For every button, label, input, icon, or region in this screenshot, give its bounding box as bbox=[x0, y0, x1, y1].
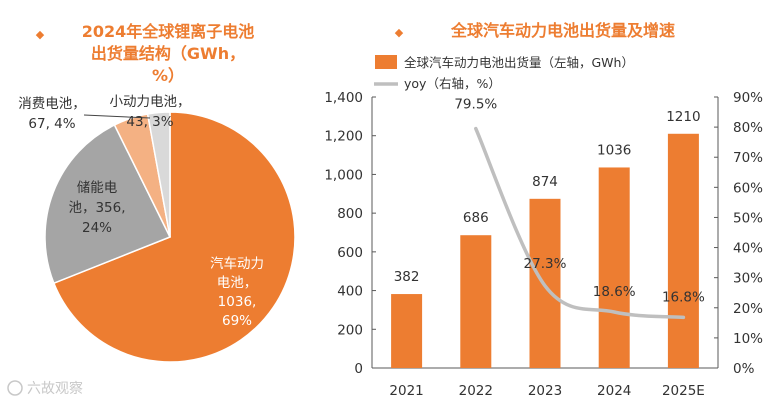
pie-label-storage-line-3: 24% bbox=[82, 220, 112, 236]
yoy-value-label: 79.5% bbox=[454, 97, 497, 113]
bar-value-label: 1036 bbox=[597, 142, 631, 158]
y-left-tick-label: 1,200 bbox=[324, 129, 363, 145]
yoy-line bbox=[474, 126, 686, 320]
pie-label-consumer-line-1: 消费电池， bbox=[18, 96, 86, 112]
legend-line-label: yoy（右轴，%） bbox=[404, 76, 501, 91]
pie-title-line-1: 2024年全球锂离子电池 bbox=[82, 22, 255, 41]
legend-bar-label: 全球汽车动力电池出货量（左轴，GWh） bbox=[404, 55, 634, 70]
bar-2022 bbox=[460, 235, 492, 368]
watermark-icon bbox=[7, 380, 23, 396]
pie-chart: ◆ 2024年全球锂离子电池 出货量结构（GWh， %） 汽车动力电池， 1036… bbox=[18, 22, 296, 363]
pie-slice-storage bbox=[44, 123, 172, 285]
pie-slice-small-power bbox=[146, 111, 171, 238]
bar-value-label: 1210 bbox=[666, 109, 700, 125]
y-left-tick-label: 400 bbox=[337, 284, 363, 300]
x-tick-label: 2025E bbox=[662, 383, 705, 399]
bar-title: 全球汽车动力电池出货量及增速 bbox=[450, 21, 675, 40]
y-right-tick-label: 50% bbox=[733, 210, 763, 226]
pie-label-ev-line-1: 汽车动力 bbox=[210, 255, 264, 272]
y-left-tick-label: 800 bbox=[337, 206, 363, 222]
pie-label-ev-line-4: 69% bbox=[222, 313, 252, 329]
y-right-tick-label: 60% bbox=[733, 180, 763, 196]
y-right-tick-label: 30% bbox=[733, 271, 763, 287]
bar-title-bullet: ◆ bbox=[395, 26, 404, 39]
y-right-tick-label: 70% bbox=[733, 150, 763, 166]
y-right-tick-label: 20% bbox=[733, 301, 763, 317]
bar-line-chart: ◆ 全球汽车动力电池出货量及增速 全球汽车动力电池出货量（左轴，GWh） yoy… bbox=[324, 21, 763, 399]
bar-2021 bbox=[391, 294, 423, 368]
y-right-tick-label: 10% bbox=[733, 331, 763, 347]
pie-slice-ev bbox=[52, 111, 296, 363]
bar-2024 bbox=[598, 167, 630, 368]
x-tick-label: 2021 bbox=[389, 383, 423, 399]
yoy-value-label: 27.3% bbox=[524, 256, 567, 272]
y-right-tick-label: 40% bbox=[733, 241, 763, 257]
y-right-tick-label: 0% bbox=[733, 361, 755, 377]
x-tick-label: 2023 bbox=[528, 383, 562, 399]
x-tick-label: 2022 bbox=[459, 383, 493, 399]
bar-2025E bbox=[667, 133, 699, 368]
pie-label-storage-line-2: 池，356, bbox=[68, 200, 125, 216]
pie-title-line-3: %） bbox=[152, 66, 184, 85]
y-right-tick-label: 90% bbox=[733, 90, 763, 106]
pie-label-small-power-line-2: 43, 3% bbox=[126, 114, 173, 130]
pie-label-ev-line-3: 1036, bbox=[218, 294, 257, 310]
pie-title-line-2: 出货量结构（GWh， bbox=[91, 44, 245, 63]
legend-bar-swatch bbox=[375, 55, 397, 69]
pie-label-ev-line-2: 电池， bbox=[217, 275, 258, 291]
bar-value-label: 874 bbox=[532, 174, 558, 190]
pie-label-storage-line-1: 储能电 bbox=[77, 180, 118, 196]
y-left-tick-label: 1,000 bbox=[324, 167, 363, 183]
pie-label-small-power-line-1: 小动力电池， bbox=[110, 94, 191, 110]
pie-title-bullet: ◆ bbox=[36, 28, 45, 41]
y-left-tick-label: 0 bbox=[354, 361, 363, 377]
watermark-text: 六故观察 bbox=[27, 380, 83, 397]
bar-value-label: 382 bbox=[394, 269, 420, 285]
yoy-value-label: 16.8% bbox=[662, 289, 705, 305]
watermark: 六故观察 bbox=[7, 380, 83, 397]
pie-label-consumer-line-2: 67, 4% bbox=[28, 116, 75, 132]
y-left-tick-label: 200 bbox=[337, 322, 363, 338]
yoy-value-label: 18.6% bbox=[593, 284, 636, 300]
bar-value-label: 686 bbox=[463, 210, 489, 226]
y-right-tick-label: 80% bbox=[733, 120, 763, 136]
y-left-tick-label: 600 bbox=[337, 245, 363, 261]
x-tick-label: 2024 bbox=[597, 383, 631, 399]
small-slice-leader-line bbox=[83, 114, 151, 119]
y-left-tick-label: 1,400 bbox=[324, 90, 363, 106]
